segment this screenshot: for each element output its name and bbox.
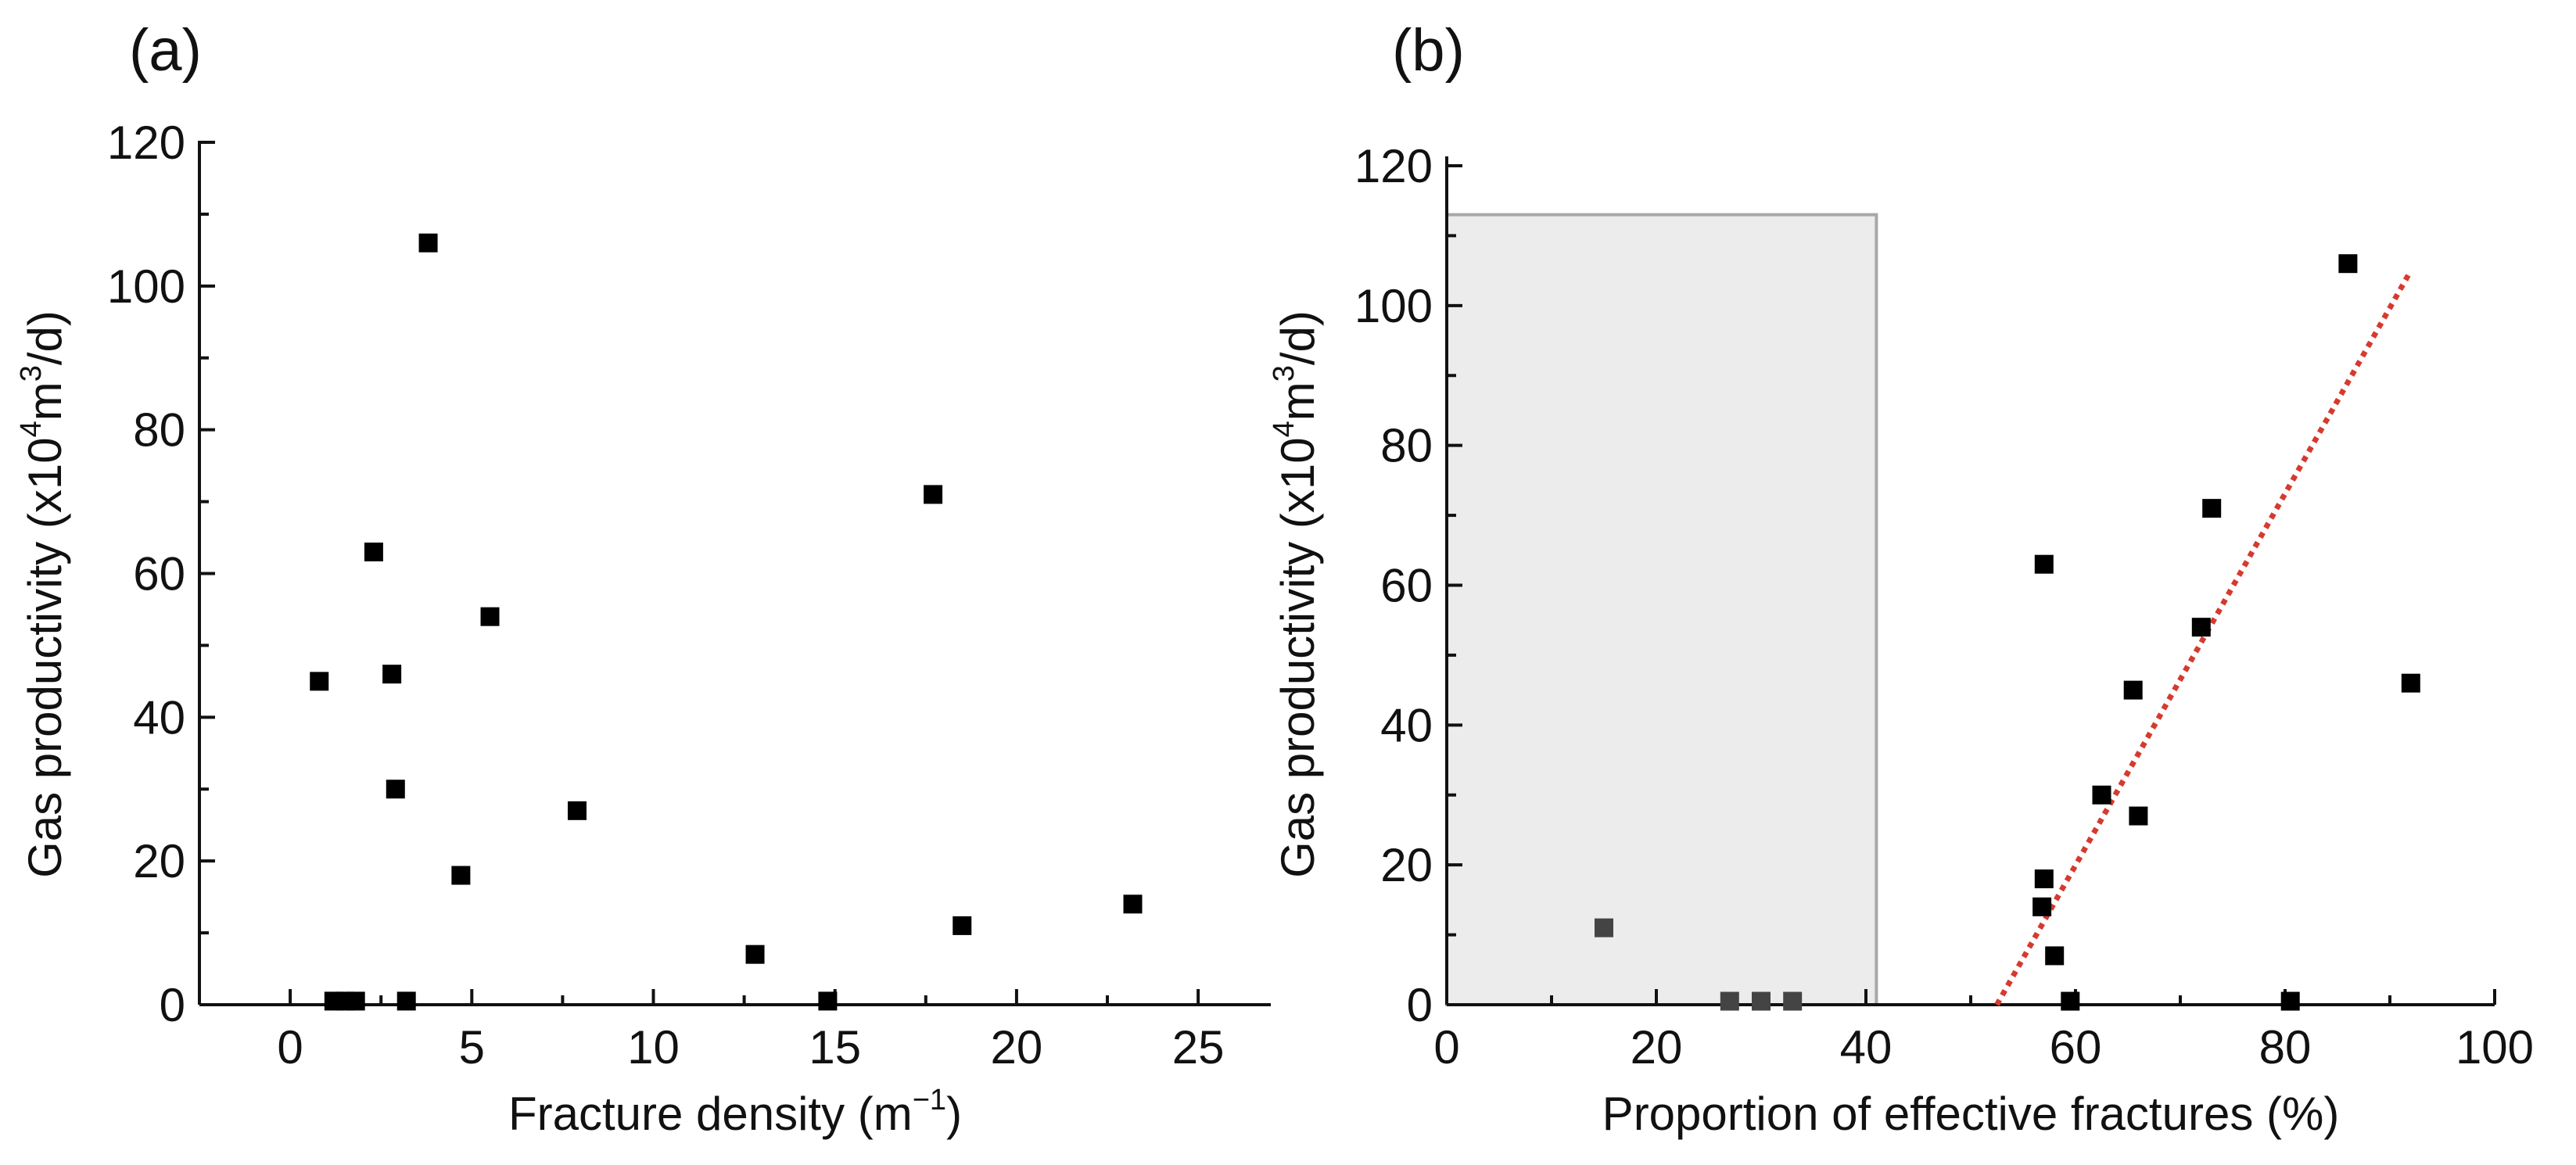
a-data-point — [480, 607, 500, 626]
b-shaded-region — [1445, 213, 1878, 1006]
panel-a-y-axis-title-sup2: 3 — [15, 365, 48, 382]
a-data-point — [1123, 894, 1143, 914]
a-data-point — [396, 991, 416, 1011]
b-data-point — [2061, 991, 2080, 1011]
panel-b-y-axis-title-sup1: 4 — [1268, 421, 1301, 437]
panel-a-y-axis-title-prefix: Gas productivity (x10 — [19, 437, 71, 878]
panel-b-y-axis-title-middle: m — [1272, 382, 1324, 421]
b-data-point — [2401, 673, 2420, 693]
panel-a-x-axis-title: Fracture density (m−1) — [508, 1084, 962, 1140]
a-x-tick-label: 0 — [277, 1021, 303, 1074]
panel-a-points — [310, 233, 1143, 1011]
a-x-tick-label: 20 — [991, 1021, 1043, 1074]
b-trendline — [1994, 269, 2413, 1006]
b-y-tick-label: 40 — [1380, 699, 1433, 751]
panel-a-y-axis-title: Gas productivity (x104m3/d) — [15, 310, 71, 878]
b-y-tick-label: 80 — [1380, 420, 1433, 472]
a-x-tick-label: 25 — [1172, 1021, 1225, 1074]
a-y-tick-label: 80 — [133, 404, 185, 457]
panel-a-y-axis-title-middle: m — [19, 382, 71, 421]
b-y-tick-label: 100 — [1354, 280, 1433, 332]
panel-a-x-axis-title-superscript: −1 — [913, 1084, 946, 1117]
panel-b-x-axis-title: Proportion of effective fractures (%) — [1602, 1088, 2340, 1140]
a-data-point — [953, 916, 972, 935]
a-y-tick-label: 120 — [107, 116, 185, 169]
a-x-tick-label: 15 — [809, 1021, 861, 1074]
a-data-point — [567, 801, 587, 820]
b-data-point — [1783, 991, 1803, 1011]
b-data-point — [2338, 254, 2358, 274]
b-data-point — [2034, 869, 2054, 889]
b-data-point — [1720, 991, 1739, 1011]
b-data-point — [2034, 554, 2054, 574]
b-y-tick-label: 60 — [1380, 560, 1433, 612]
a-x-tick-label: 5 — [459, 1021, 485, 1074]
b-data-point — [2129, 806, 2148, 826]
panel-a-y-axis-title-suffix: /d) — [19, 310, 71, 365]
a-data-point — [818, 991, 838, 1011]
b-data-point — [2202, 499, 2222, 518]
a-y-tick-label: 60 — [133, 548, 185, 600]
b-y-tick-label: 20 — [1380, 839, 1433, 891]
b-data-point — [2045, 946, 2065, 966]
a-x-tick-label: 10 — [627, 1021, 680, 1074]
b-data-point — [1595, 918, 1613, 937]
b-x-tick-label: 20 — [1631, 1021, 1683, 1074]
a-data-point — [745, 945, 765, 964]
panel-b-plot-area — [1445, 213, 1878, 1006]
a-data-point — [382, 665, 402, 684]
panel-a-x-axis-title-suffix: ) — [946, 1088, 962, 1140]
a-data-point — [451, 866, 471, 885]
panel-a-y-axis-title-sup1: 4 — [15, 421, 48, 437]
a-y-tick-label: 40 — [133, 691, 185, 744]
b-data-point — [2092, 785, 2111, 805]
a-data-point — [386, 780, 405, 799]
a-data-point — [346, 991, 365, 1011]
a-data-point — [418, 233, 438, 253]
a-y-tick-label: 20 — [133, 835, 185, 887]
a-data-point — [364, 542, 383, 561]
b-data-point — [2032, 897, 2052, 916]
panel-b-y-axis-title: Gas productivity (x104m3/d) — [1268, 310, 1324, 878]
panel-a-label: (a) — [129, 17, 202, 84]
b-x-tick-label: 0 — [1433, 1021, 1459, 1074]
b-x-tick-label: 40 — [1840, 1021, 1893, 1074]
b-data-point — [1752, 991, 1771, 1011]
a-data-point — [924, 485, 943, 504]
b-y-tick-label: 0 — [1407, 979, 1433, 1031]
panel-b-y-axis-title-prefix: Gas productivity (x10 — [1272, 437, 1324, 878]
b-y-tick-label: 120 — [1354, 140, 1433, 192]
b-x-tick-label: 60 — [2050, 1021, 2102, 1074]
a-y-tick-label: 100 — [107, 260, 185, 313]
b-x-tick-label: 80 — [2259, 1021, 2312, 1074]
panel-b-y-axis-title-suffix: /d) — [1272, 310, 1324, 365]
b-data-point — [2280, 991, 2300, 1011]
panel-b-label: (b) — [1392, 17, 1465, 84]
b-data-point — [2123, 680, 2143, 700]
a-data-point — [310, 672, 329, 691]
panel-b-chart: (b) 0 20 40 60 80 100 120 0 20 40 60 80 100 Proporti… — [1268, 17, 2534, 1140]
panel-b-ticks: 0 20 40 60 80 100 120 0 20 40 60 80 100 — [1354, 140, 2534, 1074]
b-data-point — [2191, 618, 2211, 637]
panel-a-chart: (a) 0 20 40 60 80 100 120 0 5 10 15 20 25 Fracture d… — [15, 17, 1271, 1140]
a-y-tick-label: 0 — [160, 979, 185, 1031]
panel-a-x-axis-title-main: Fracture density (m — [508, 1088, 913, 1140]
panel-a-ticks: 0 20 40 60 80 100 120 0 5 10 15 20 25 — [107, 116, 1225, 1074]
b-x-tick-label: 100 — [2456, 1021, 2534, 1074]
panel-b-y-axis-title-sup2: 3 — [1268, 365, 1301, 382]
panel-b-points — [1595, 254, 2420, 1011]
